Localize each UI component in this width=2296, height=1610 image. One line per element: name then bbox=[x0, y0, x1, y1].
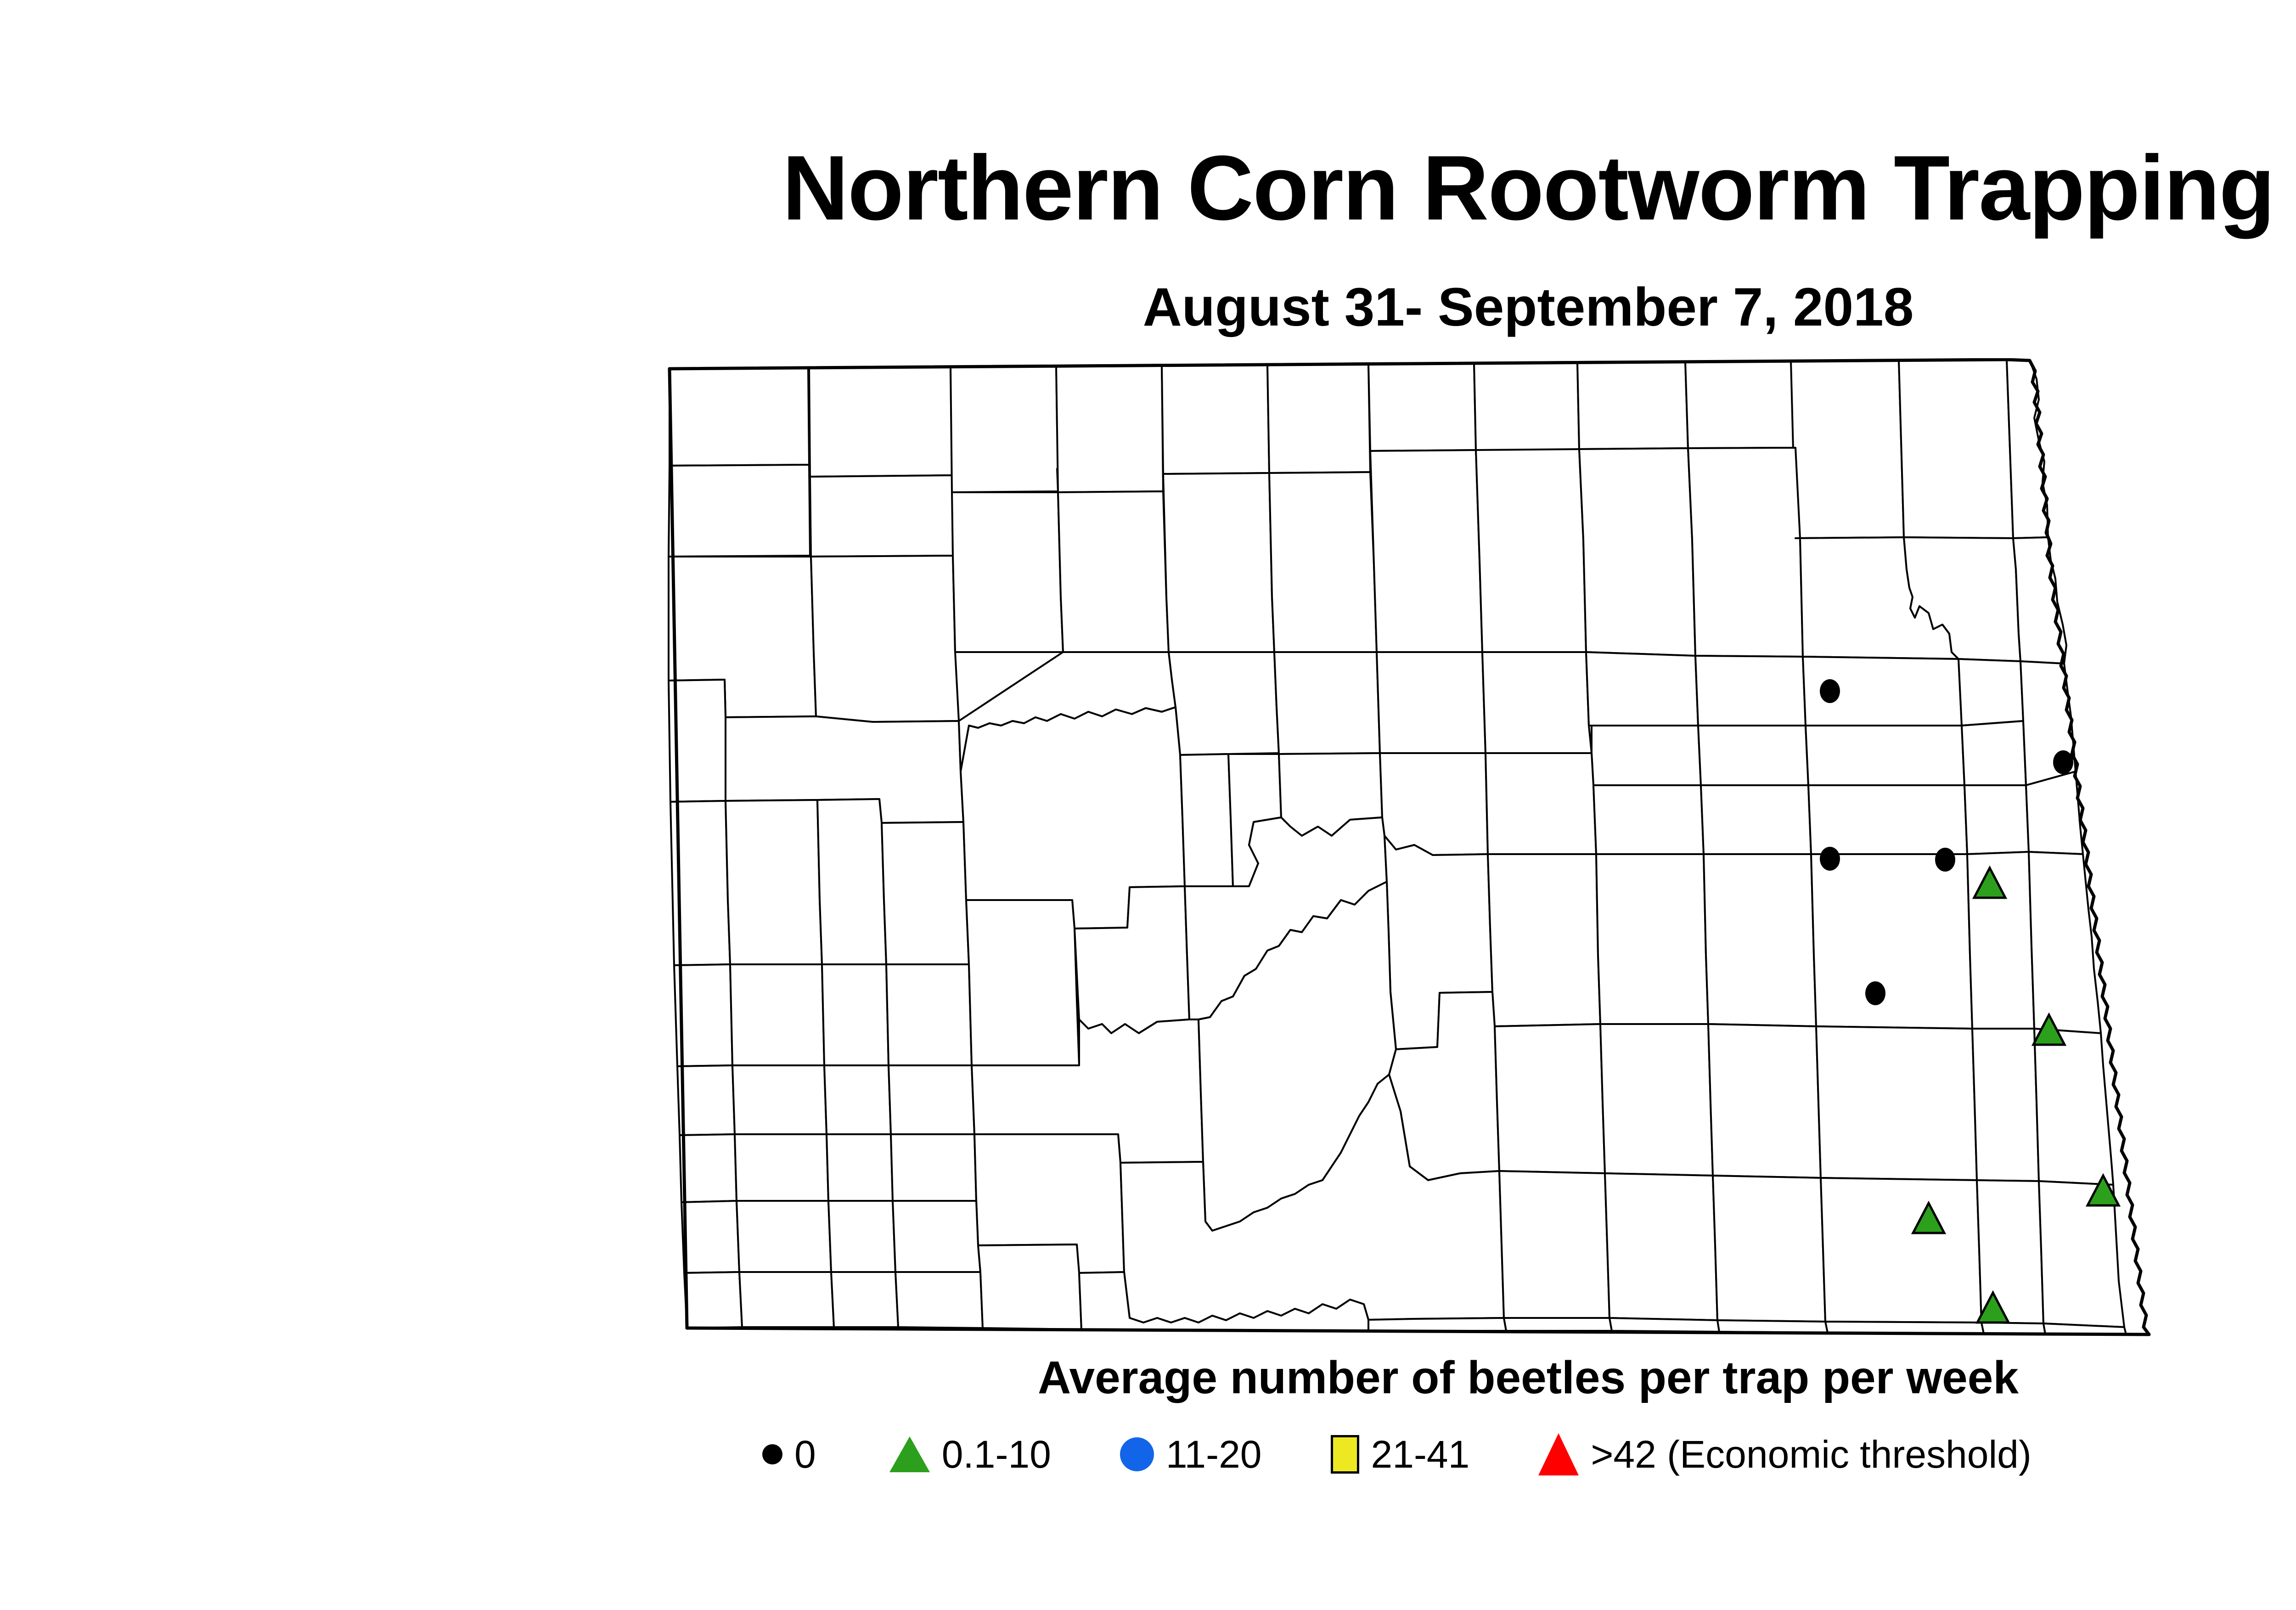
yellow-square-icon bbox=[1330, 1435, 1359, 1474]
legend-label-1: 0.1-10 bbox=[941, 1433, 1051, 1476]
page-subtitle: August 31- September 7, 2018 bbox=[1142, 277, 1914, 338]
red-triangle-icon bbox=[1538, 1433, 1579, 1475]
legend: 0 0.1-10 11-20 21-41 >42 (Economic thres… bbox=[762, 1429, 2032, 1480]
marker-green-triangle bbox=[2085, 1173, 2121, 1207]
marker-green-triangle bbox=[1911, 1200, 1947, 1234]
marker-black-dot bbox=[1865, 981, 1885, 1005]
page-title: Northern Corn Rootworm Trapping bbox=[782, 137, 2275, 239]
legend-title: Average number of beetles per trap per w… bbox=[1038, 1352, 2019, 1403]
legend-label-4: >42 (Economic threshold) bbox=[1591, 1433, 2032, 1476]
trap-markers bbox=[1820, 679, 2121, 1324]
legend-item-4[interactable]: >42 (Economic threshold) bbox=[1538, 1429, 2032, 1480]
blue-circle-icon bbox=[1120, 1437, 1154, 1471]
marker-black-dot bbox=[1935, 848, 1955, 872]
legend-label-2: 11-20 bbox=[1165, 1433, 1262, 1476]
legend-item-0[interactable]: 0 bbox=[762, 1429, 816, 1480]
state-outline bbox=[668, 358, 2151, 1336]
green-triangle-icon bbox=[889, 1436, 930, 1472]
marker-black-dot bbox=[1820, 847, 1840, 871]
marker-green-triangle bbox=[1972, 865, 2008, 899]
marker-green-triangle bbox=[1975, 1290, 2011, 1324]
black-dot-icon bbox=[762, 1444, 782, 1464]
marker-green-triangle bbox=[2031, 1012, 2067, 1046]
north-dakota-county-map bbox=[588, 358, 2223, 1341]
marker-black-dot bbox=[1820, 679, 1840, 703]
legend-label-0: 0 bbox=[794, 1433, 816, 1476]
legend-item-1[interactable]: 0.1-10 bbox=[889, 1429, 1051, 1480]
legend-item-3[interactable]: 21-41 bbox=[1330, 1429, 1470, 1480]
legend-item-2[interactable]: 11-20 bbox=[1120, 1429, 1262, 1480]
county-boundaries bbox=[668, 359, 2127, 1335]
legend-label-3: 21-41 bbox=[1371, 1433, 1470, 1476]
marker-black-dot bbox=[2053, 750, 2073, 774]
